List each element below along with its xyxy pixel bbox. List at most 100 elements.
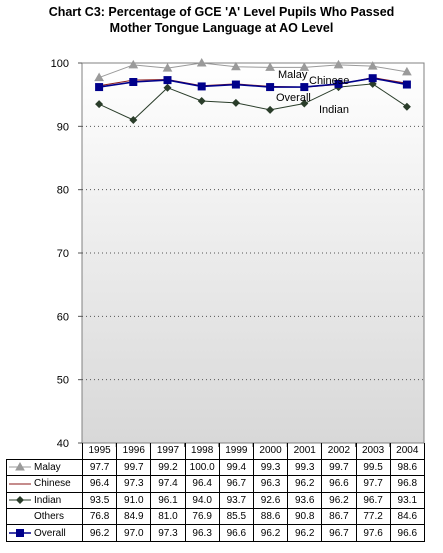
data-point-overall [300, 83, 309, 92]
annotation-malay: Malay [278, 69, 308, 81]
data-point-overall [231, 80, 240, 89]
legend-entry-chinese: Chinese [6, 475, 83, 493]
y-tick-label: 40 [57, 438, 69, 450]
data-label-malay: 97.7 [81, 458, 118, 477]
annotation-overall: Overall [276, 92, 311, 104]
x-tick-label: 2003 [355, 443, 391, 460]
data-point-overall [266, 83, 275, 92]
data-label-indian: 93.7 [218, 491, 254, 510]
x-tick-label: 1995 [81, 443, 118, 460]
data-label-indian: 93.1 [389, 491, 425, 510]
data-label-chinese: 97.4 [150, 475, 186, 493]
data-point-malay [231, 61, 241, 71]
data-label-chinese: 96.4 [81, 475, 118, 493]
annotation-indian: Indian [319, 104, 349, 116]
table-row: Malay 97.7 99.7 99.2 100.0 99.4 99.3 99.3 99.7 99… [6, 458, 425, 477]
data-point-indian [163, 83, 172, 92]
x-tick-label: 2004 [389, 443, 425, 460]
data-label-malay: 99.4 [218, 458, 254, 477]
legend-label: Indian [34, 494, 62, 506]
data-label-others: 85.5 [218, 508, 254, 526]
data-point-malay [333, 59, 344, 69]
y-tick-label: 60 [57, 311, 69, 323]
data-label-overall: 96.7 [321, 524, 357, 542]
data-label-chinese: 96.8 [389, 475, 425, 493]
legend-entry-others: Others [6, 508, 83, 526]
data-label-others: 84.9 [116, 508, 152, 526]
data-label-indian: 96.2 [321, 491, 357, 510]
table-corner [7, 443, 83, 459]
data-point-malay [367, 61, 378, 70]
chart-title: Chart C3: Percentage of GCE 'A' Level Pu… [0, 4, 443, 36]
legend-marker-indian [16, 496, 24, 505]
table-row: Indian 93.5 91.0 96.1 94.0 93.7 92.6 93.6 96.2 96… [6, 491, 425, 510]
legend-key-indian [9, 495, 31, 505]
annotation-chinese: Chinese [309, 75, 349, 87]
data-point-indian [402, 102, 411, 111]
data-label-others: 86.7 [321, 508, 357, 526]
data-point-indian [266, 105, 275, 114]
data-point-malay [162, 63, 173, 72]
data-label-others: 81.0 [150, 508, 186, 526]
legend-label: Others [34, 511, 65, 523]
chart-title-line-2: Mother Tongue Language at AO Level [109, 21, 334, 35]
table-row: Others 76.8 84.9 81.0 76.9 85.5 88.6 90.8 86.7 77… [6, 508, 425, 526]
data-label-chinese: 96.2 [287, 475, 323, 493]
data-label-malay: 99.3 [287, 458, 323, 477]
x-tick-label: 2001 [287, 443, 323, 460]
table-row: Overall 96.2 97.0 97.3 96.3 96.6 96.2 96.2 96.7 9… [6, 524, 425, 542]
data-label-chinese: 96.7 [218, 475, 254, 493]
data-label-others: 84.6 [389, 508, 425, 526]
data-label-overall: 97.0 [116, 524, 152, 542]
data-table: 1995 1996 1997 1998 1999 2000 2001 2002 2003 2004… [6, 443, 425, 542]
data-label-indian: 92.6 [252, 491, 289, 510]
data-point-malay [402, 66, 412, 76]
y-tick-label: 100 [51, 58, 69, 70]
data-label-overall: 97.6 [355, 524, 391, 542]
y-tick-label: 80 [57, 185, 69, 197]
data-label-indian: 91.0 [116, 491, 152, 510]
x-tick-label: 2002 [321, 443, 357, 460]
legend-label: Chinese [34, 478, 71, 490]
data-label-overall: 96.2 [287, 524, 323, 542]
legend-marker-overall [16, 529, 24, 537]
y-tick-label: 90 [57, 121, 69, 133]
data-point-overall [95, 83, 104, 92]
data-point-overall [334, 79, 343, 88]
table-row: Chinese 96.4 97.3 97.4 96.4 96.7 96.3 96.2 96.6 9… [6, 475, 425, 493]
legend-entry-malay: Malay [6, 458, 83, 477]
data-point-overall [129, 78, 138, 86]
legend-key-chinese [9, 479, 31, 489]
data-label-overall: 96.6 [389, 524, 425, 542]
data-point-indian [95, 100, 104, 109]
data-label-chinese: 97.3 [116, 475, 152, 493]
table-header-row: 1995 1996 1997 1998 1999 2000 2001 2002 2003 2004 [7, 443, 425, 460]
y-tick-label: 50 [57, 375, 69, 387]
data-label-chinese: 96.4 [184, 475, 220, 493]
chart-title-line-1: Chart C3: Percentage of GCE 'A' Level Pu… [48, 5, 395, 19]
legend-label: Malay [34, 462, 61, 474]
data-point-indian [231, 98, 240, 107]
data-point-indian [300, 99, 309, 108]
x-tick-label: 1996 [116, 443, 152, 460]
data-point-malay [94, 72, 104, 82]
data-label-overall: 97.3 [150, 524, 186, 542]
data-label-others: 76.8 [81, 508, 118, 526]
x-tick-label: 1999 [218, 443, 254, 460]
data-label-others: 88.6 [252, 508, 289, 526]
data-label-malay: 99.5 [355, 458, 391, 477]
data-point-overall [368, 74, 377, 83]
series-line-overall [98, 77, 408, 88]
x-tick-label: 2000 [252, 443, 289, 460]
data-label-indian: 96.1 [150, 491, 186, 510]
legend-entry-overall: Overall [6, 524, 83, 542]
data-label-malay: 99.7 [116, 458, 152, 477]
data-label-indian: 93.5 [81, 491, 118, 510]
legend-marker-malay [15, 462, 25, 471]
legend-entry-indian: Indian [6, 491, 83, 510]
data-label-others: 77.2 [355, 508, 391, 526]
data-label-chinese: 96.3 [252, 475, 289, 493]
data-label-others: 90.8 [287, 508, 323, 526]
data-label-indian: 93.6 [287, 491, 323, 510]
